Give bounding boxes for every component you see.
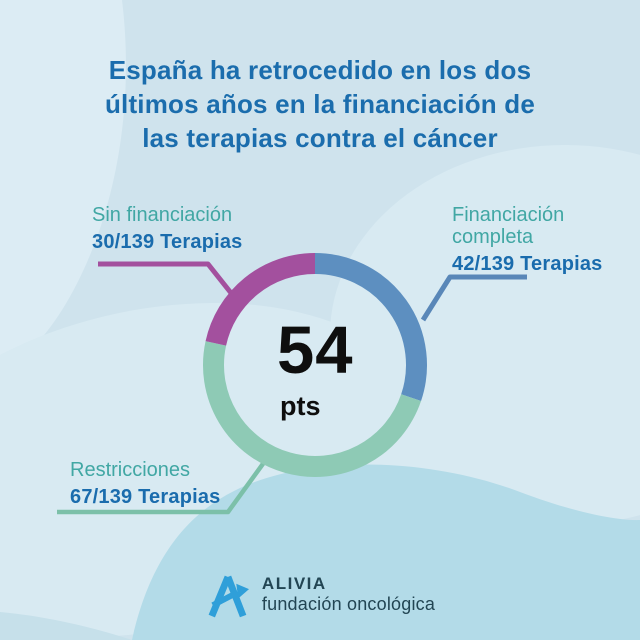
donut-center-score: 54 pts — [277, 317, 354, 422]
brand-name: ALIVIA — [261, 574, 327, 594]
donut-segment-restricciones — [203, 341, 422, 477]
donut-segment-financiaci-n-completa — [314, 253, 427, 402]
callout-financiacion-completa-label-2: completa — [452, 226, 534, 248]
alivia-logo-icon — [208, 575, 249, 618]
title-line-2: últimos años en la financiación de — [104, 88, 536, 119]
background-wedge-bottom-left — [0, 612, 132, 640]
brand-footer: ALIVIA fundación oncológica — [205, 572, 435, 619]
background-blob-mid-right — [330, 145, 640, 525]
alivia-logo-arrowhead — [236, 583, 249, 599]
brand-tagline: fundación oncológica — [261, 594, 436, 615]
score-value: 54 — [277, 313, 354, 388]
callout-financiacion-completa: Financiación completa 42/139 Terapias — [452, 204, 603, 276]
callout-sin-financiacion: Sin financiación 30/139 Terapias — [92, 204, 243, 254]
donut-segment-sin-financiaci-n — [205, 253, 316, 346]
score-unit: pts — [280, 391, 321, 421]
page-title: España ha retrocedido en los dos últimos… — [40, 54, 600, 155]
background-wave-bottom — [132, 464, 640, 640]
leader-line-sin-financiacion — [98, 261, 237, 300]
title-line-1: España ha retrocedido en los dos — [108, 55, 532, 85]
callout-financiacion-completa-value: 42/139 Terapias — [452, 253, 603, 275]
donut-chart — [203, 253, 427, 477]
callout-restricciones-value: 67/139 Terapias — [70, 486, 221, 508]
brand-wordmark: ALIVIA fundación oncológica — [262, 575, 435, 615]
callout-sin-financiacion-label: Sin financiación — [92, 204, 233, 226]
callout-restricciones-label: Restricciones — [70, 459, 191, 481]
leader-line-restricciones — [57, 459, 267, 515]
background-blob-top-left — [0, 0, 126, 378]
callout-sin-financiacion-value: 30/139 Terapias — [92, 231, 243, 253]
leader-line-financiacion-completa — [420, 274, 527, 322]
callout-financiacion-completa-label-1: Financiación — [452, 204, 565, 226]
title-line-3: las terapias contra el cáncer — [142, 122, 498, 153]
callout-restricciones: Restricciones 67/139 Terapias — [70, 459, 221, 509]
